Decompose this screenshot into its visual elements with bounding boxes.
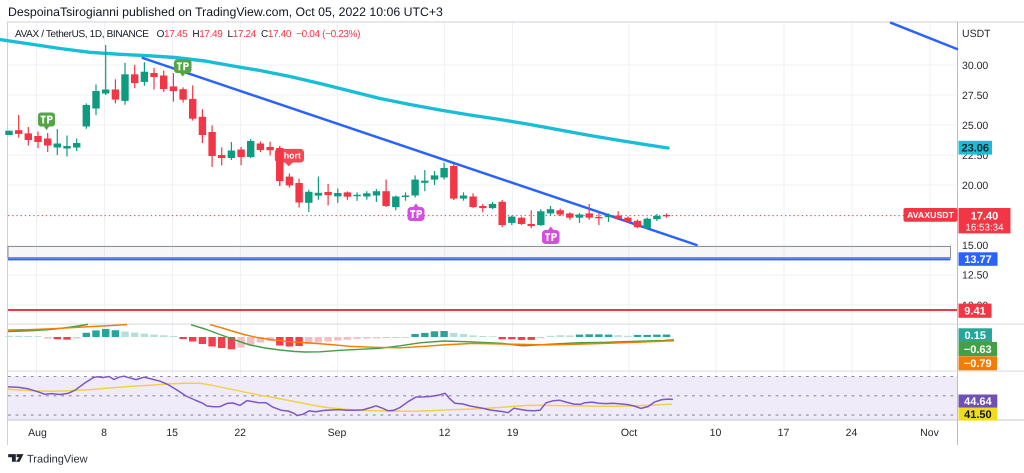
svg-text:25.00: 25.00 — [962, 120, 988, 132]
svg-text:17: 17 — [778, 427, 790, 439]
svg-text:27.50: 27.50 — [962, 90, 988, 102]
svg-text:22: 22 — [234, 427, 246, 439]
svg-text:−0.63: −0.63 — [964, 344, 992, 356]
svg-text:17.40: 17.40 — [971, 210, 999, 222]
svg-text:USDT: USDT — [962, 28, 991, 40]
svg-text:8: 8 — [101, 427, 107, 439]
svg-text:24: 24 — [846, 427, 858, 439]
svg-text:13.77: 13.77 — [964, 254, 992, 266]
svg-text:Oct: Oct — [621, 427, 637, 439]
svg-text:15: 15 — [166, 427, 178, 439]
svg-text:10: 10 — [710, 427, 722, 439]
svg-text:0.15: 0.15 — [965, 330, 986, 342]
svg-text:30.00: 30.00 — [962, 60, 988, 72]
svg-text:12.50: 12.50 — [962, 269, 988, 281]
svg-text:Aug: Aug — [28, 427, 47, 439]
svg-text:20.00: 20.00 — [962, 180, 988, 192]
svg-text:Sep: Sep — [328, 427, 347, 439]
svg-text:12: 12 — [439, 427, 451, 439]
svg-text:19: 19 — [507, 427, 519, 439]
svg-text:hort: hort — [284, 151, 301, 161]
svg-text:AVAXUSDT: AVAXUSDT — [907, 210, 955, 220]
svg-text:9.41: 9.41 — [964, 306, 985, 318]
svg-text:41.50: 41.50 — [964, 409, 992, 421]
svg-text:15.00: 15.00 — [962, 240, 988, 252]
svg-text:−0.79: −0.79 — [964, 358, 992, 370]
svg-text:44.64: 44.64 — [964, 396, 992, 408]
svg-text:DespoinaTsirogianni published: DespoinaTsirogianni published on Trading… — [8, 5, 443, 19]
svg-text:16:53:34: 16:53:34 — [965, 223, 1004, 234]
svg-text:TradingView: TradingView — [27, 453, 88, 465]
svg-text:Nov: Nov — [920, 427, 939, 439]
svg-text:23.06: 23.06 — [961, 143, 989, 155]
